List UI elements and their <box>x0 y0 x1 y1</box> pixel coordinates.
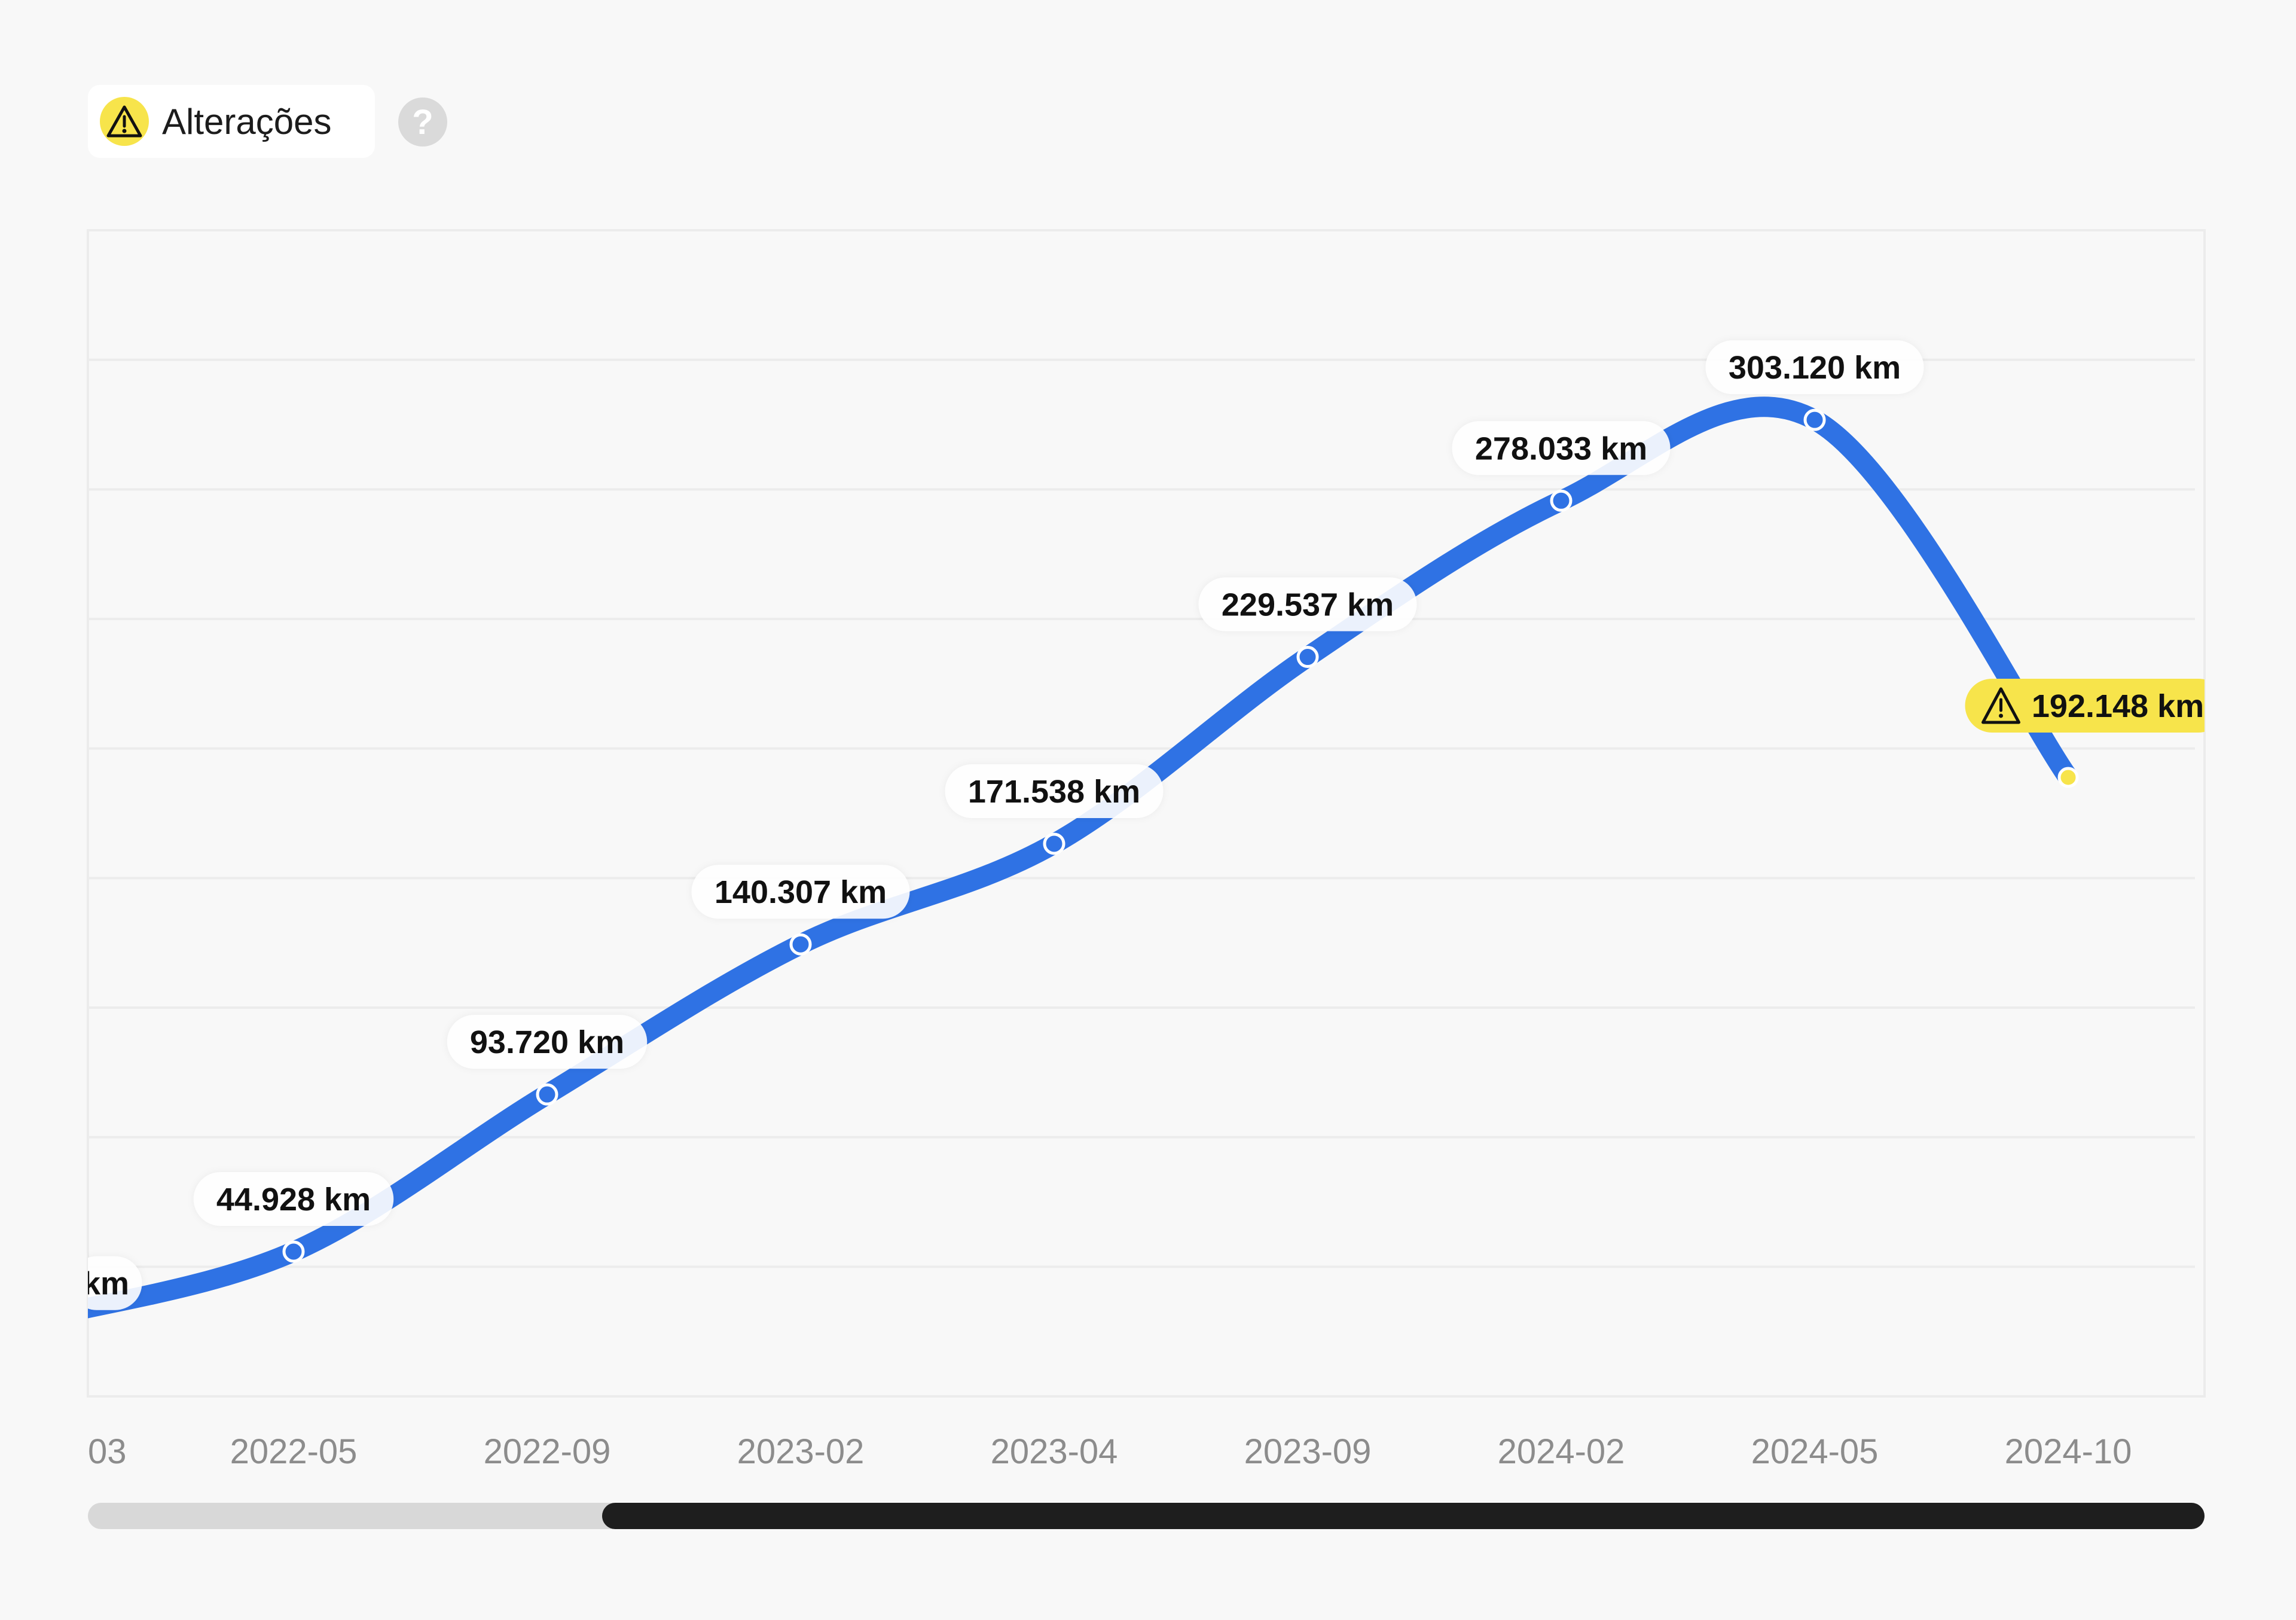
value-label-text: km <box>83 1266 129 1302</box>
data-point[interactable] <box>1296 646 1319 669</box>
chart-grid <box>87 229 2206 1398</box>
chart-scrollbar[interactable] <box>88 1503 2205 1529</box>
data-point[interactable] <box>30 1310 50 1329</box>
x-tick-label: 2024-02 <box>1498 1432 1625 1471</box>
x-tick-label: 03 <box>88 1432 127 1471</box>
value-label: 44.928 km <box>193 1171 394 1226</box>
x-tick-label: 2024-05 <box>1751 1432 1879 1471</box>
plot-frame <box>87 229 2206 1398</box>
value-label-text: 229.537 km <box>1222 587 1394 623</box>
value-label: 140.307 km <box>691 865 910 919</box>
data-point[interactable] <box>282 1240 305 1263</box>
value-label: 278.033 km <box>1452 421 1671 475</box>
value-label-text: 171.538 km <box>968 774 1140 810</box>
data-point-warning[interactable] <box>2057 767 2079 788</box>
value-label: km <box>83 1256 142 1310</box>
data-point[interactable] <box>789 933 812 956</box>
value-label-text: 93.720 km <box>470 1024 624 1060</box>
data-point[interactable] <box>1043 832 1065 855</box>
scrollbar-thumb[interactable] <box>602 1503 2205 1529</box>
x-tick-label: 2023-02 <box>737 1432 865 1471</box>
x-tick-label: 2022-05 <box>230 1432 358 1471</box>
x-tick-label: 2023-04 <box>991 1432 1118 1471</box>
warning-icon <box>100 97 149 146</box>
warning-value-label: 192.148 km <box>1965 678 2205 733</box>
x-tick-label: 2024-10 <box>2005 1432 2132 1471</box>
value-label: 171.538 km <box>945 764 1164 818</box>
value-label-text: 303.120 km <box>1729 350 1901 386</box>
x-tick-label: 2023-09 <box>1244 1432 1372 1471</box>
data-point[interactable] <box>536 1083 558 1106</box>
alteracoes-badge[interactable]: Alterações <box>88 85 375 158</box>
value-label: 93.720 km <box>447 1015 648 1069</box>
warning-icon <box>1981 687 2020 724</box>
warning-value-text: 192.148 km <box>2032 688 2204 724</box>
value-label-text: 140.307 km <box>715 874 887 910</box>
value-label-text: 44.928 km <box>216 1182 371 1218</box>
value-label-text: 278.033 km <box>1475 431 1647 466</box>
badge-label: Alterações <box>162 101 332 142</box>
data-point[interactable] <box>1803 408 1826 431</box>
value-label: 303.120 km <box>1705 340 1924 395</box>
help-icon[interactable]: ? <box>398 97 447 147</box>
data-point[interactable] <box>1550 489 1573 512</box>
x-tick-label: 2022-09 <box>484 1432 611 1471</box>
value-label: 229.537 km <box>1198 577 1417 631</box>
